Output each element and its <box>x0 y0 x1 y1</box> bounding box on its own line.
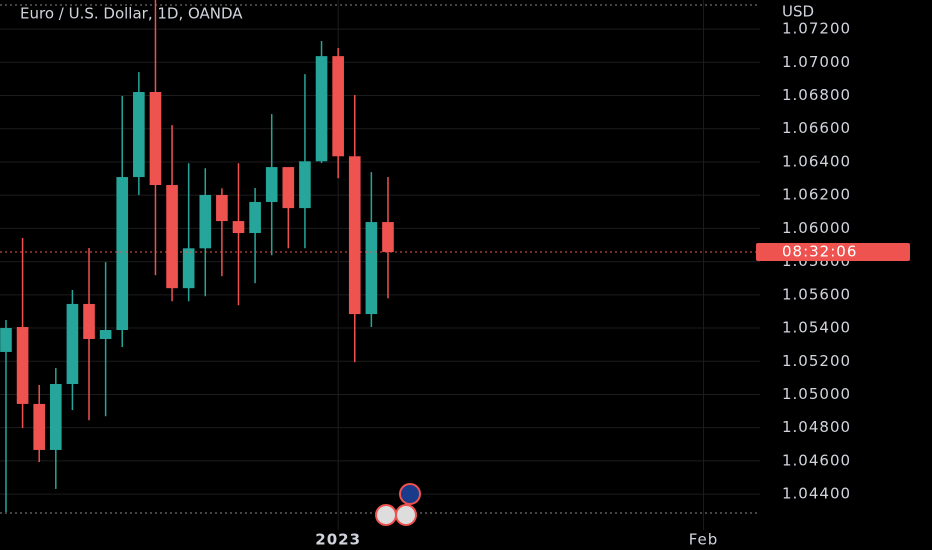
y-tick-label: 1.06400 <box>782 152 851 170</box>
y-tick-label: 1.04400 <box>782 485 851 503</box>
y-tick-label: 1.06600 <box>782 119 851 137</box>
candle-body <box>265 167 278 202</box>
candle-body <box>149 92 162 186</box>
countdown-label: 08:32:06 <box>782 242 857 260</box>
candle-body <box>99 330 112 339</box>
candle-body <box>315 56 328 162</box>
candle-body <box>348 156 361 315</box>
x-tick-label: 2023 <box>315 531 361 549</box>
candle-body <box>249 201 261 234</box>
candle-body <box>16 327 29 404</box>
candles <box>0 0 394 513</box>
y-tick-label: 1.06000 <box>782 219 851 237</box>
y-tick-label: 1.05000 <box>782 385 851 403</box>
us-flag-icon <box>375 504 397 526</box>
price-label-box <box>756 242 910 261</box>
candle-body <box>332 56 344 157</box>
y-tick-label: 1.06800 <box>782 86 851 104</box>
us-flag-icon <box>395 504 417 526</box>
candle-body <box>66 303 79 385</box>
candle-body <box>0 328 12 352</box>
candle-body <box>232 221 245 234</box>
y-tick-label: 1.05600 <box>782 285 851 303</box>
chart-title: Euro / U.S. Dollar, 1D, OANDA <box>20 5 243 23</box>
y-axis-label: USD <box>782 3 814 21</box>
candle-body <box>199 194 212 249</box>
candle-body <box>282 167 295 209</box>
candle-body <box>299 161 311 209</box>
candle-body <box>133 92 145 178</box>
y-tick-label: 1.06200 <box>782 186 851 204</box>
candle-body <box>83 303 95 339</box>
candle-body <box>216 194 228 222</box>
candle-body <box>182 248 195 289</box>
candle-body <box>33 403 46 450</box>
event-icons <box>375 483 421 526</box>
candle-body <box>116 177 129 331</box>
candle-body <box>382 222 394 252</box>
y-tick-label: 1.05400 <box>782 319 851 337</box>
candle-body <box>365 222 378 315</box>
y-tick-label: 1.05200 <box>782 352 851 370</box>
eu-flag-icon <box>399 483 421 505</box>
candle-body <box>166 185 178 289</box>
y-tick-label: 1.04600 <box>782 451 851 469</box>
y-tick-label: 1.07200 <box>782 20 851 38</box>
candle-body <box>49 384 62 450</box>
y-tick-label: 1.07000 <box>782 53 851 71</box>
x-tick-label: Feb <box>689 531 719 549</box>
y-tick-label: 1.04800 <box>782 418 851 436</box>
